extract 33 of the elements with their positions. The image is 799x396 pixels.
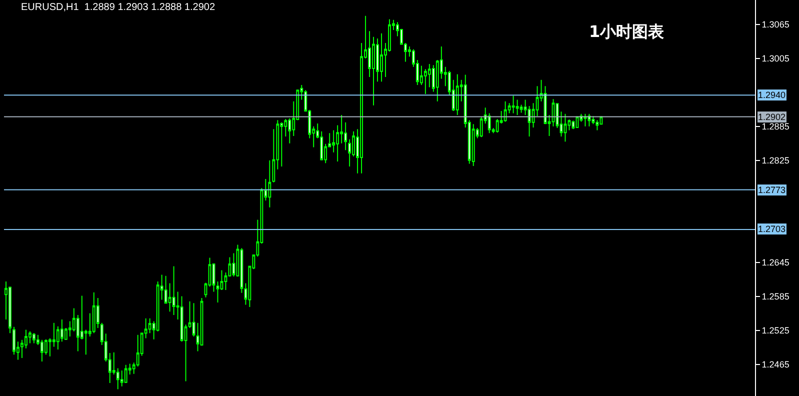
candlestick (456, 74, 459, 116)
candlestick (92, 292, 96, 334)
y-tick-label: 1.2525 (762, 325, 790, 336)
candlestick (584, 113, 587, 127)
annotation: 1小时图表 (589, 22, 666, 41)
candlestick (472, 124, 475, 166)
y-tick-label: 1.2885 (762, 121, 790, 132)
y-tick-label: 1.2465 (762, 359, 790, 370)
candlestick (32, 332, 36, 344)
candlestick (596, 120, 599, 131)
y-tick-label: 1.2825 (762, 155, 790, 166)
ref-line-label: 1.2703 (758, 224, 786, 234)
candlestick (40, 339, 44, 362)
candlestick (280, 122, 284, 168)
y-tick-label: 1.2645 (762, 257, 790, 268)
candlestick (192, 302, 196, 338)
y-tick-label: 1.2585 (762, 291, 790, 302)
ref-line-label: 1.2940 (758, 90, 786, 100)
candlestick (564, 113, 567, 142)
candlestick (268, 160, 272, 208)
candlestick (12, 326, 16, 356)
chart-title: EURUSD,H1 1.2889 1.2903 1.2888 1.2902 (21, 2, 216, 13)
candlestick (512, 95, 515, 114)
candlestick (172, 266, 176, 316)
candlestick (124, 364, 128, 384)
y-tick-label: 1.3065 (762, 20, 790, 30)
candlestick (380, 32, 383, 82)
candlestick (588, 113, 591, 127)
ref-line-label: 1.2902 (758, 112, 786, 122)
y-tick-label: 1.3005 (762, 54, 790, 64)
ref-line-label: 1.2773 (758, 185, 786, 195)
candlestick (516, 99, 519, 116)
candlestick (504, 100, 507, 122)
